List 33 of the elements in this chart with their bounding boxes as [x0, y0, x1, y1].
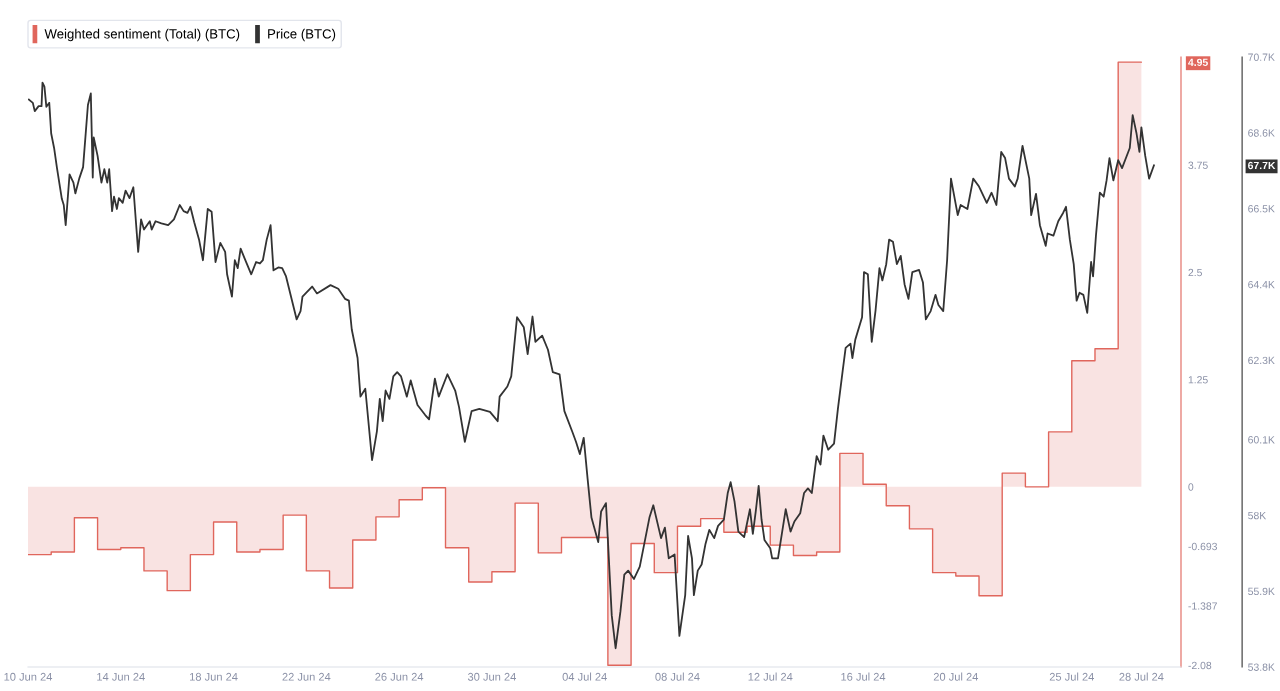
x-tick-label: 14 Jun 24 [97, 672, 145, 681]
y2-tick-label: 62.3K [1248, 356, 1275, 365]
y-tick-label: 1.25 [1188, 376, 1208, 384]
y-tick-label: 2.5 [1188, 268, 1202, 277]
x-tick-label: 04 Jul 24 [562, 672, 607, 681]
x-tick-label: 22 Jun 24 [282, 672, 331, 681]
y-tick-label: 4.95 [1188, 58, 1208, 67]
x-tick-label: 08 Jul 24 [655, 672, 700, 681]
x-tick-label: 25 Jul 24 [1049, 672, 1095, 681]
y2-tick-label: 55.9K [1248, 587, 1275, 596]
y-tick-label: -2.08 [1188, 661, 1212, 670]
x-tick-label: 30 Jun 24 [467, 672, 516, 681]
y2-tick-label: 53.8K [1248, 663, 1275, 671]
y-tick-label: 3.75 [1188, 161, 1208, 169]
y2-tick-label: 58K [1248, 511, 1267, 520]
legend-label: Price (BTC) [268, 28, 336, 42]
x-tick-label: 10 Jun 24 [4, 672, 53, 681]
legend-label: Weighted sentiment (Total) (BTC) [44, 28, 240, 42]
x-tick-label: 18 Jun 24 [190, 672, 238, 681]
x-tick-label: 20 Jul 24 [933, 672, 979, 681]
y2-tick-label: 64.4K [1248, 280, 1275, 289]
y-tick-label: 0 [1188, 483, 1194, 491]
y-tick-label: -1.387 [1188, 602, 1217, 610]
x-tick-label: 16 Jul 24 [841, 672, 886, 681]
x-tick-label: 28 Jul 24 [1119, 672, 1164, 681]
y2-tick-label: 70.7K [1248, 53, 1275, 61]
y2-tick-label: 67.7K [1248, 161, 1276, 170]
y2-tick-label: 66.5K [1248, 205, 1275, 213]
x-tick-label: 26 Jun 24 [375, 672, 424, 681]
y2-tick-label: 60.1K [1248, 436, 1275, 444]
x-tick-label: 12 Jul 24 [748, 672, 793, 681]
y-tick-label: -0.693 [1188, 542, 1218, 551]
y2-tick-label: 68.6K [1248, 129, 1275, 137]
